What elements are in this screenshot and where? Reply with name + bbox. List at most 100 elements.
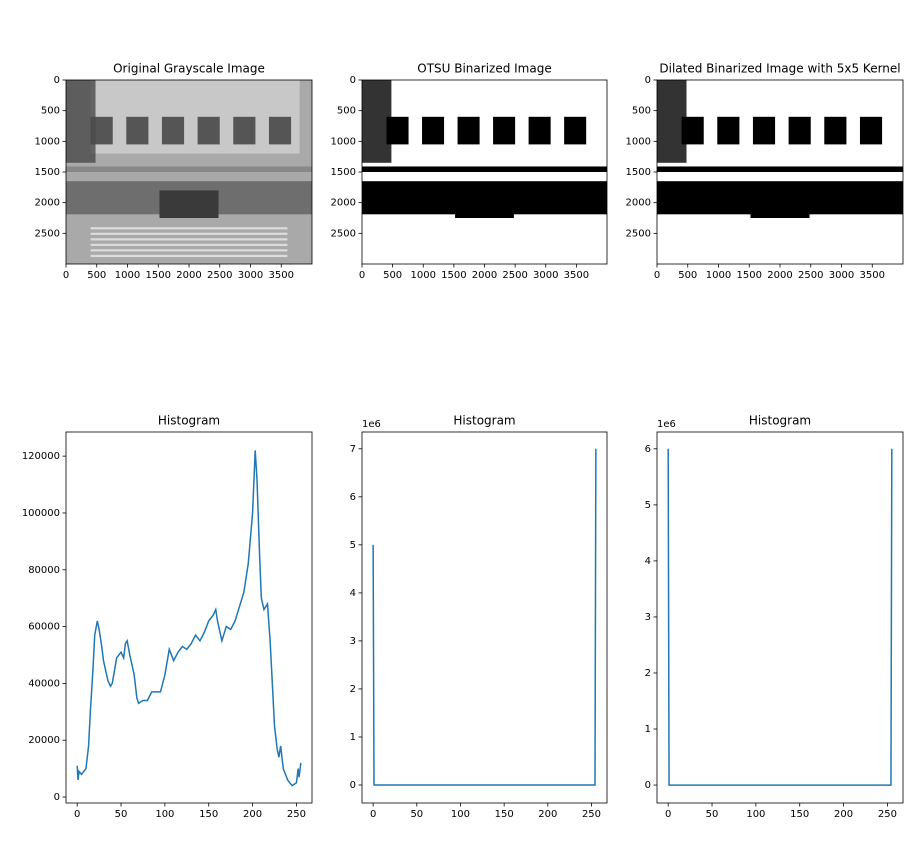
x-tick-label: 0 — [359, 270, 365, 281]
x-tick-label: 500 — [383, 270, 402, 281]
histogram-line — [372, 448, 597, 786]
x-tick-label: 1500 — [441, 270, 466, 281]
window — [752, 116, 776, 145]
y-tick-label: 6 — [645, 444, 651, 455]
x-tick-label: 2500 — [207, 270, 232, 281]
window — [859, 116, 883, 145]
x-tick-label: 100 — [155, 809, 174, 820]
y-tick-label: 4 — [350, 588, 356, 599]
axes-frame — [656, 431, 904, 804]
building — [681, 80, 891, 154]
facade-band — [657, 166, 903, 172]
x-tick-label: 2000 — [472, 270, 497, 281]
axes-title: Histogram — [158, 414, 220, 428]
image — [362, 80, 607, 264]
x-tick-label: 2500 — [798, 270, 823, 281]
x-tick-label: 3000 — [533, 270, 558, 281]
offset-label: 1e6 — [362, 419, 381, 430]
y-tick-label: 6 — [350, 492, 356, 503]
stair — [90, 232, 288, 235]
image — [66, 80, 312, 264]
x-tick-label: 1500 — [737, 270, 762, 281]
y-tick-label: 1500 — [35, 167, 60, 178]
stair — [681, 243, 879, 246]
x-tick-label: 200 — [834, 809, 853, 820]
image — [657, 80, 903, 264]
stair — [386, 249, 583, 252]
stair — [90, 227, 288, 230]
y-tick-label: 1 — [350, 732, 356, 743]
stair — [681, 249, 879, 252]
window — [493, 116, 516, 145]
x-tick-label: 0 — [654, 270, 660, 281]
histogram-line — [76, 450, 302, 787]
x-tick-label: 3500 — [269, 270, 294, 281]
stair — [386, 232, 583, 235]
y-tick-label: 1000 — [626, 136, 651, 147]
x-tick-label: 1500 — [146, 270, 171, 281]
x-tick-label: 1000 — [411, 270, 436, 281]
window — [268, 116, 292, 145]
x-tick-label: 50 — [115, 809, 128, 820]
y-tick-label: 1000 — [331, 136, 356, 147]
axes-title: Dilated Binarized Image with 5x5 Kernel — [659, 62, 900, 76]
y-tick-label: 0 — [350, 780, 356, 791]
y-tick-label: 2500 — [35, 228, 60, 239]
axes-frame — [361, 431, 608, 804]
y-tick-label: 100000 — [22, 508, 60, 519]
y-tick-label: 1500 — [626, 167, 651, 178]
window — [126, 116, 149, 145]
y-tick-label: 0 — [350, 75, 356, 86]
window — [564, 116, 587, 145]
facade-band — [362, 166, 607, 172]
window — [717, 116, 740, 145]
window — [681, 116, 704, 145]
x-tick-label: 150 — [790, 809, 809, 820]
x-tick-label: 150 — [495, 809, 514, 820]
stair — [681, 254, 879, 258]
tree — [362, 80, 392, 163]
x-tick-label: 0 — [665, 809, 671, 820]
y-tick-label: 2000 — [626, 198, 651, 209]
tree — [66, 80, 96, 163]
y-tick-label: 5 — [645, 500, 651, 511]
y-tick-label: 80000 — [28, 565, 60, 576]
y-tick-label: 2 — [645, 668, 651, 679]
y-tick-label: 7 — [350, 444, 356, 455]
y-tick-label: 40000 — [28, 678, 60, 689]
x-tick-label: 200 — [243, 809, 262, 820]
stair — [90, 238, 288, 241]
y-tick-label: 3 — [350, 636, 356, 647]
y-tick-label: 2500 — [331, 228, 356, 239]
stair — [386, 254, 583, 258]
window — [197, 116, 220, 145]
y-tick-label: 60000 — [28, 622, 60, 633]
x-tick-label: 100 — [746, 809, 765, 820]
stair — [681, 238, 879, 241]
y-tick-label: 2000 — [331, 198, 356, 209]
y-tick-label: 1 — [645, 724, 651, 735]
y-tick-label: 4 — [645, 556, 651, 567]
stair — [90, 254, 288, 258]
x-tick-label: 2500 — [502, 270, 527, 281]
y-tick-label: 0 — [645, 780, 651, 791]
x-tick-label: 3000 — [829, 270, 854, 281]
x-tick-label: 500 — [87, 270, 106, 281]
y-tick-label: 0 — [645, 75, 651, 86]
window — [161, 116, 185, 145]
x-tick-label: 250 — [287, 809, 306, 820]
x-tick-label: 150 — [199, 809, 218, 820]
y-tick-label: 0 — [54, 75, 60, 86]
door — [750, 190, 810, 218]
x-tick-label: 3500 — [860, 270, 885, 281]
window — [528, 116, 551, 145]
window — [233, 116, 256, 145]
x-tick-label: 2000 — [176, 270, 201, 281]
stair — [386, 243, 583, 246]
y-tick-label: 2000 — [35, 198, 60, 209]
y-tick-label: 2 — [350, 684, 356, 695]
x-tick-label: 0 — [63, 270, 69, 281]
x-tick-label: 100 — [451, 809, 470, 820]
x-tick-label: 1000 — [115, 270, 140, 281]
